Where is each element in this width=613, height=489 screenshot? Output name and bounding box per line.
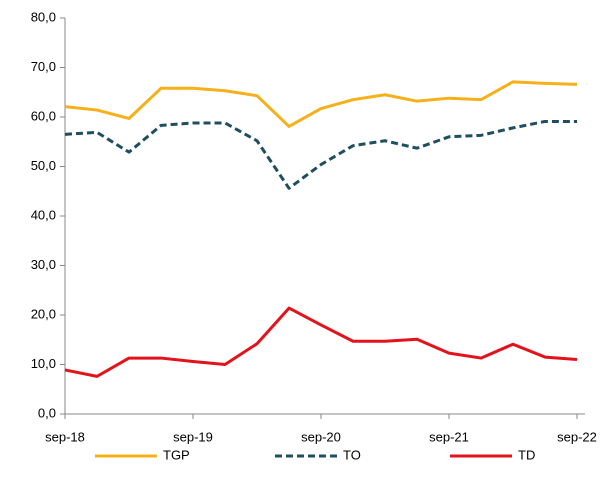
y-tick-label: 40,0	[31, 207, 56, 222]
series-line	[64, 306, 578, 378]
y-tick-label: 70,0	[31, 59, 56, 74]
y-tick-label: 50,0	[31, 158, 56, 173]
legend-label: TGP	[163, 447, 190, 462]
x-tick-label: sep-19	[173, 429, 213, 444]
y-tick-label: 30,0	[31, 257, 56, 272]
x-tick-label: sep-20	[301, 429, 341, 444]
legend-label: TO	[343, 447, 361, 462]
y-tick-label: 60,0	[31, 108, 56, 123]
x-tick-label: sep-22	[557, 429, 597, 444]
y-tick-label: 10,0	[31, 356, 56, 371]
y-tick-label: 20,0	[31, 306, 56, 321]
series-line	[64, 80, 578, 128]
x-tick-label: sep-21	[429, 429, 469, 444]
y-tick-label: 0,0	[38, 405, 56, 420]
series-line	[64, 119, 577, 190]
y-tick-label: 80,0	[31, 9, 56, 24]
legend-label: TD	[518, 447, 535, 462]
x-tick-label: sep-18	[45, 429, 85, 444]
